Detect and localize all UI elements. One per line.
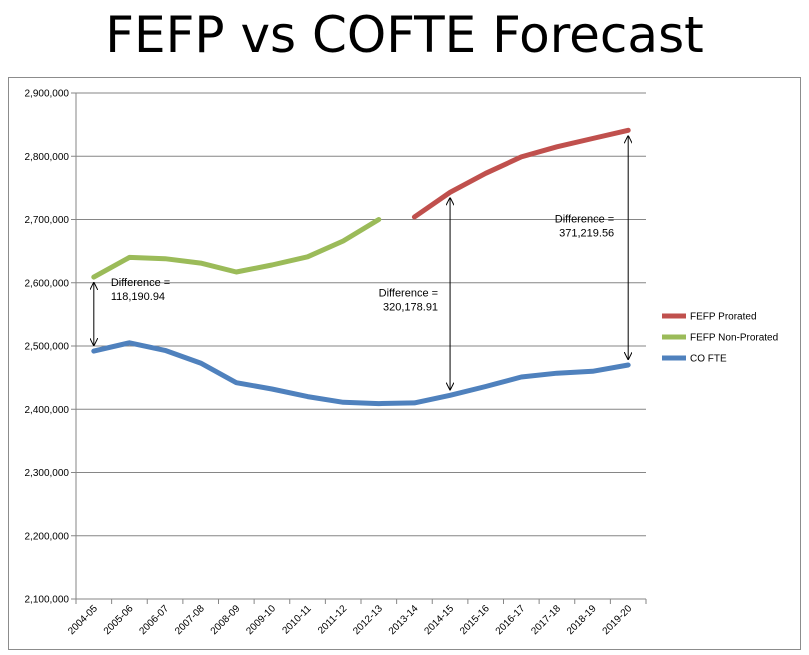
difference-label: Difference = [111, 277, 170, 289]
x-tick-label: 2014-15 [422, 603, 456, 637]
series-line-1 [91, 217, 382, 280]
x-tick-label: 2016-17 [494, 603, 528, 637]
legend-label: FEFP Prorated [690, 312, 757, 323]
x-tick-label: 2013-14 [387, 603, 421, 637]
difference-label: Difference = [555, 214, 614, 226]
y-tick-label: 2,700,000 [25, 215, 70, 226]
y-tick-label: 2,800,000 [25, 152, 70, 163]
legend: FEFP Prorated FEFP Non-Prorated CO FTE [662, 312, 778, 365]
x-tick-label: 2019-20 [601, 603, 635, 637]
difference-label: 320,178.91 [383, 302, 438, 314]
x-tick-label: 2017-18 [529, 603, 563, 637]
gridlines [76, 92, 646, 600]
y-tick-label: 2,200,000 [25, 531, 70, 542]
difference-label: Difference = [379, 288, 438, 300]
x-tick-label: 2005-06 [102, 603, 136, 637]
series-line-2 [91, 340, 631, 407]
y-tick-label: 2,600,000 [25, 278, 70, 289]
x-axis-ticks: 2004-05 2005-06 2006-07 2007-08 2008-09 2009-… [66, 599, 647, 637]
x-tick-label: 2004-05 [66, 603, 100, 637]
slide-title: FEFP vs COFTE Forecast [105, 6, 704, 64]
series-line-0 [411, 127, 631, 220]
x-tick-label: 2018-19 [565, 603, 599, 637]
x-tick-label: 2009-10 [244, 603, 278, 637]
difference-label: 371,219.56 [559, 228, 614, 240]
series-lines [91, 127, 631, 407]
y-tick-label: 2,500,000 [25, 342, 70, 353]
y-tick-label: 2,400,000 [25, 405, 70, 416]
y-axis-ticks: 2,100,000 2,200,000 2,300,000 2,400,000 2,50… [25, 89, 76, 606]
y-tick-label: 2,300,000 [25, 468, 70, 479]
x-tick-label: 2012-13 [351, 603, 385, 637]
x-tick-label: 2008-09 [209, 603, 243, 637]
x-tick-label: 2010-11 [280, 603, 314, 637]
x-tick-label: 2006-07 [137, 603, 171, 637]
difference-label: 118,190.94 [111, 291, 165, 303]
y-tick-label: 2,100,000 [25, 595, 70, 606]
annotations: Difference = 118,190.94 Difference = 320,17… [94, 136, 628, 389]
chart-frame: 2,100,000 2,200,000 2,300,000 2,400,000 2,50… [8, 77, 801, 650]
x-tick-label: 2011-12 [316, 603, 350, 637]
line-chart: 2,100,000 2,200,000 2,300,000 2,400,000 2,50… [25, 89, 779, 638]
legend-label: CO FTE [690, 354, 727, 365]
x-tick-label: 2007-08 [173, 603, 207, 637]
legend-label: FEFP Non-Prorated [690, 333, 778, 344]
y-tick-label: 2,900,000 [25, 89, 70, 100]
x-tick-label: 2015-16 [458, 603, 492, 637]
